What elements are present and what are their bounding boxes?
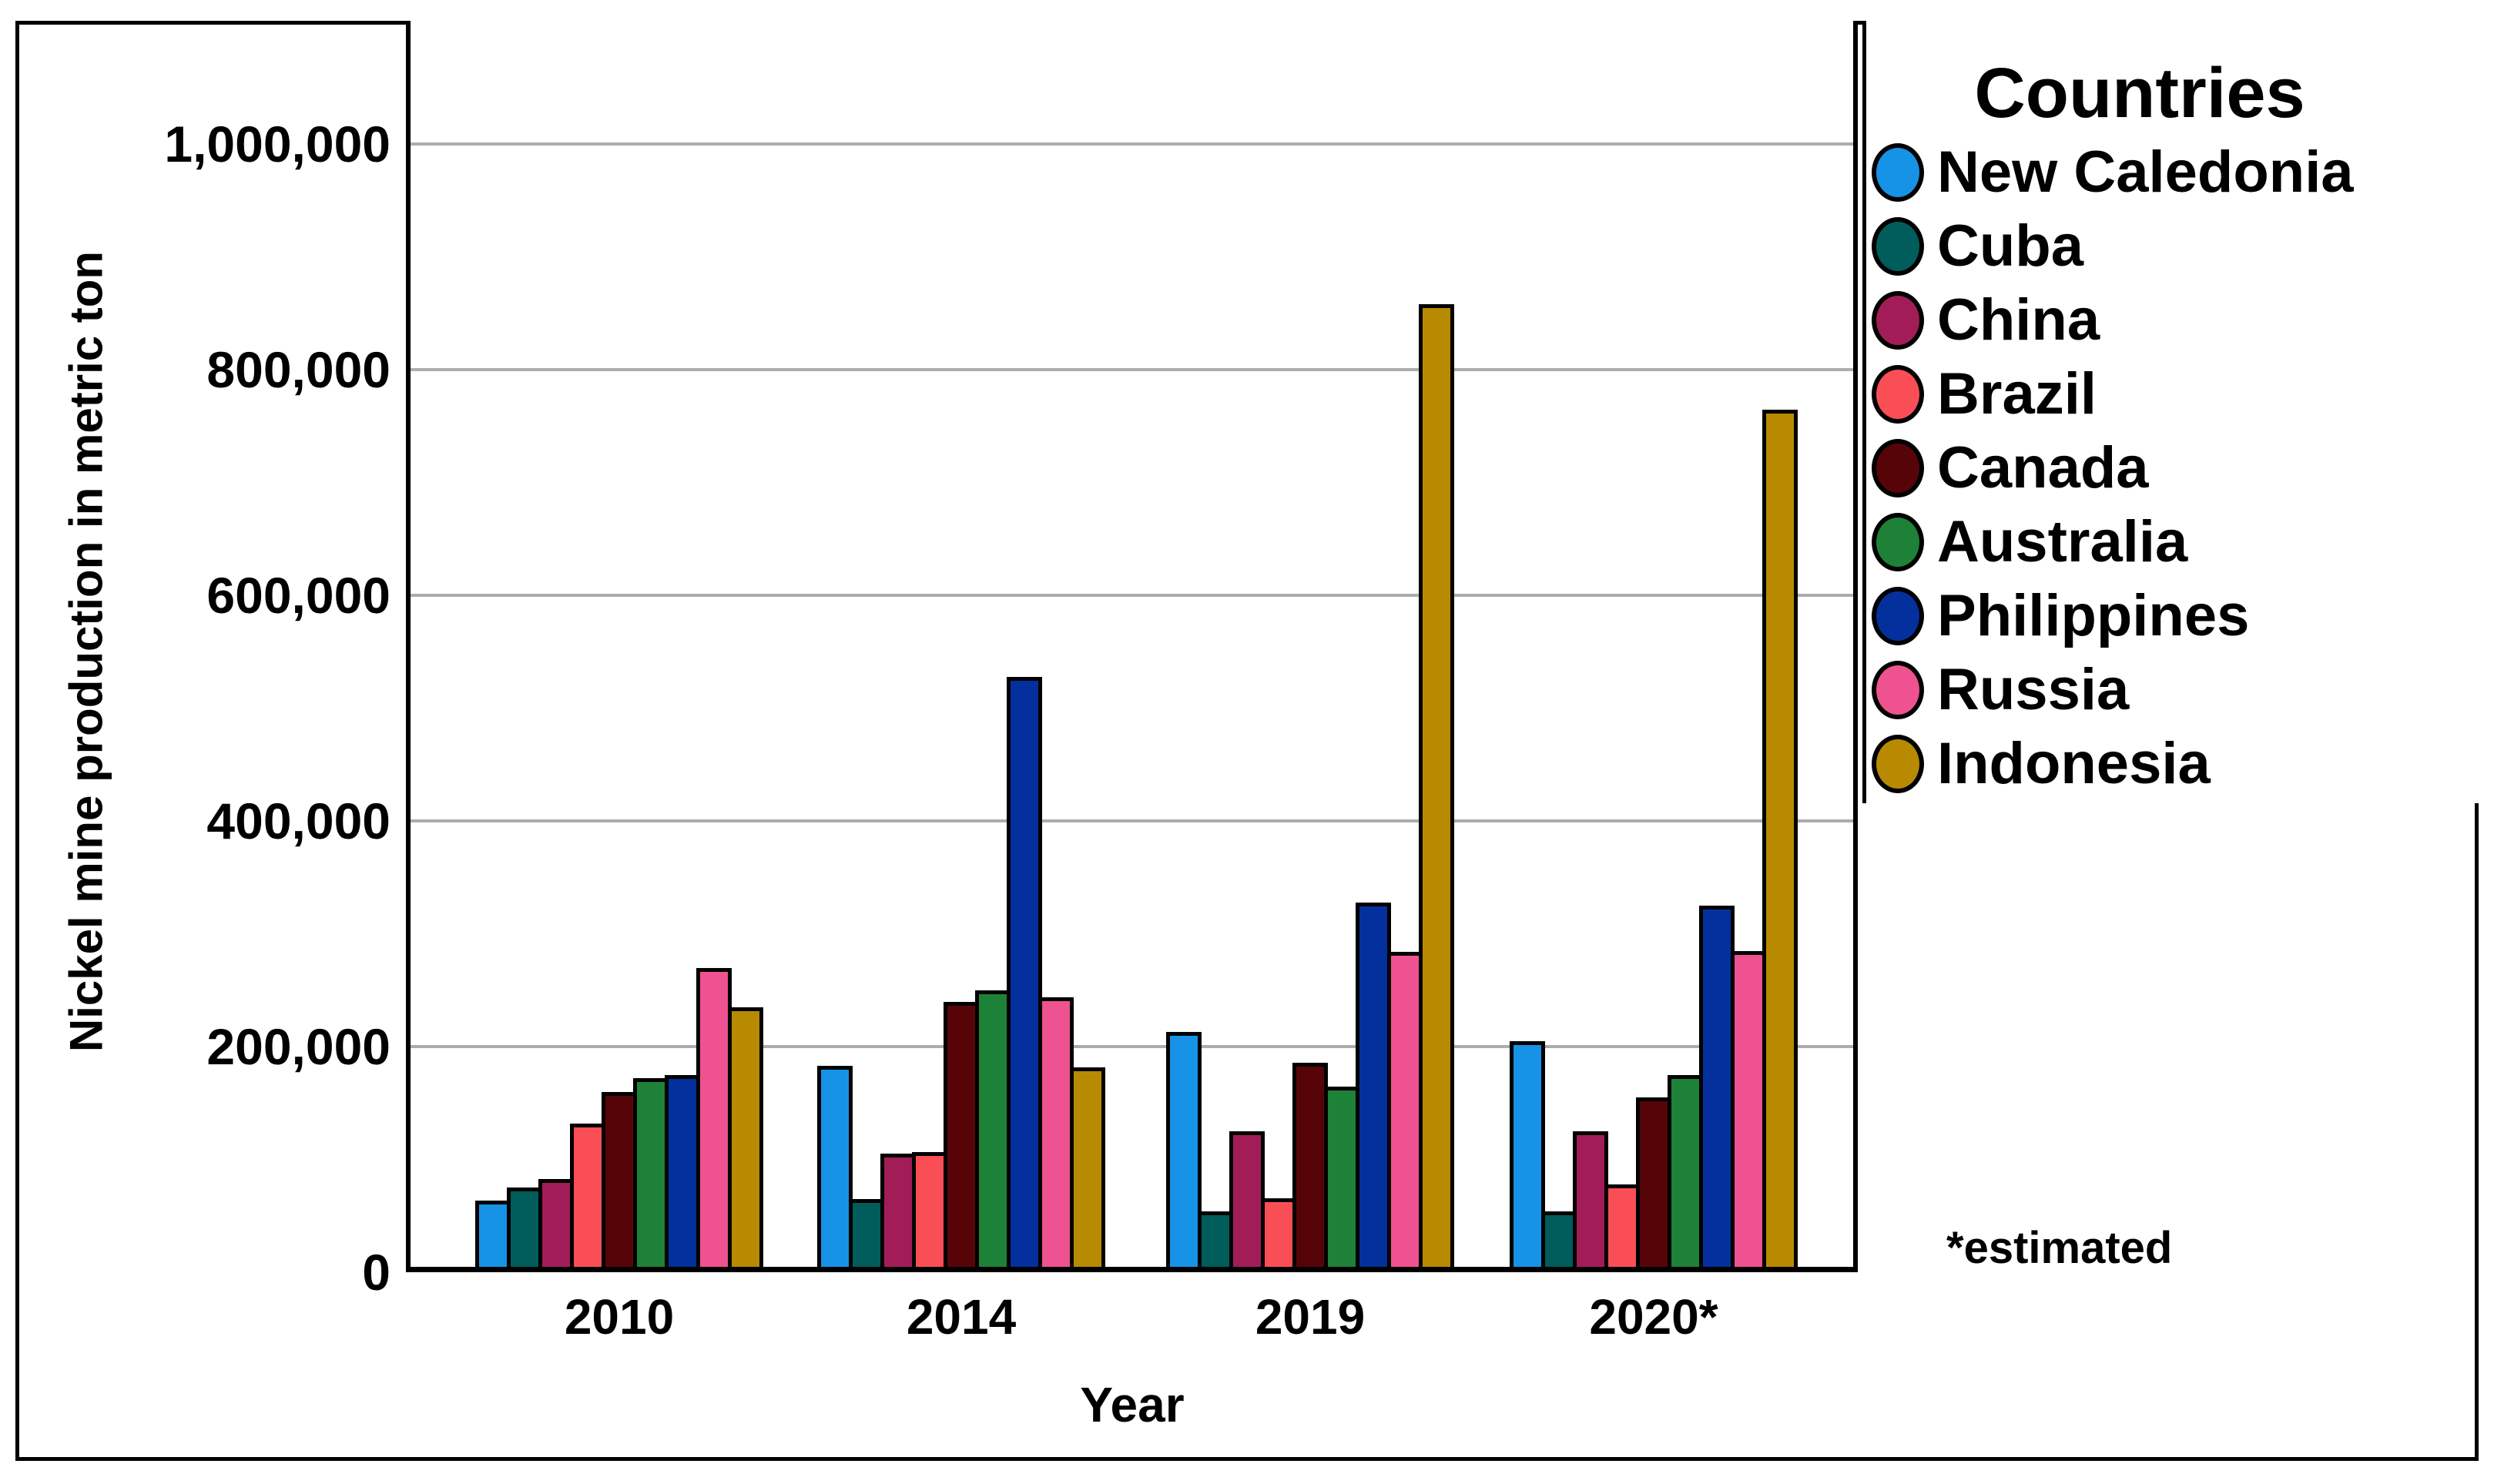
gridline-200,000 — [411, 1045, 1853, 1048]
legend-marker-icon — [1872, 291, 1924, 350]
bar-canada-2020 — [1636, 1097, 1671, 1267]
legend: Countries New Caledonia Cuba China Brazil Ca… — [1862, 21, 2479, 803]
legend-label: Australia — [1937, 509, 2188, 575]
bar-cuba-2019 — [1198, 1211, 1233, 1267]
legend-label: New Caledonia — [1937, 139, 2354, 205]
x-tick-label-2010: 2010 — [564, 1289, 675, 1345]
gridline-600,000 — [411, 594, 1853, 597]
bar-australia-2020 — [1668, 1075, 1703, 1267]
legend-label: Cuba — [1937, 213, 2083, 279]
bar-china-2014 — [880, 1154, 916, 1267]
bar-new-caledonia-2019 — [1166, 1032, 1202, 1267]
bar-russia-2010 — [696, 968, 732, 1267]
y-tick-label-800,000: 800,000 — [206, 341, 391, 398]
gridline-1,000,000 — [411, 142, 1853, 146]
legend-marker-icon — [1872, 513, 1924, 571]
legend-label: Philippines — [1937, 583, 2250, 648]
bar-russia-2020 — [1731, 951, 1766, 1267]
bar-cuba-2020 — [1541, 1211, 1577, 1267]
x-tick-label-2014: 2014 — [906, 1289, 1017, 1345]
legend-label: Indonesia — [1937, 731, 2211, 796]
legend-marker-icon — [1872, 587, 1924, 645]
legend-items: New Caledonia Cuba China Brazil Canada Austra… — [1872, 136, 2479, 801]
bar-russia-2019 — [1387, 952, 1423, 1267]
bar-cuba-2014 — [849, 1199, 884, 1267]
legend-label: Russia — [1937, 657, 2130, 722]
bar-philippines-2020 — [1699, 906, 1735, 1267]
x-tick-label-2020: 2020* — [1589, 1289, 1718, 1345]
bar-canada-2010 — [602, 1092, 637, 1267]
legend-label: China — [1937, 287, 2100, 353]
bar-china-2020 — [1573, 1131, 1608, 1267]
legend-marker-icon — [1872, 661, 1924, 719]
y-tick-label-0: 0 — [362, 1244, 391, 1301]
bar-russia-2014 — [1038, 997, 1074, 1267]
bar-philippines-2010 — [665, 1075, 700, 1267]
bar-new-caledonia-2020 — [1510, 1041, 1545, 1267]
bar-group-2020* — [1510, 21, 1802, 1267]
footnote-estimated: *estimated — [1946, 1223, 2173, 1273]
y-tick-label-1,000,000: 1,000,000 — [164, 116, 391, 173]
bar-group-2019 — [1166, 21, 1459, 1267]
bar-china-2019 — [1229, 1131, 1265, 1267]
legend-item-brazil: Brazil — [1872, 357, 2479, 431]
bar-indonesia-2014 — [1070, 1067, 1105, 1267]
bar-indonesia-2019 — [1419, 304, 1454, 1267]
legend-item-philippines: Philippines — [1872, 579, 2479, 653]
bar-brazil-2019 — [1261, 1198, 1296, 1267]
bar-group-2014 — [817, 21, 1110, 1267]
bar-indonesia-2020 — [1762, 410, 1798, 1267]
bar-cuba-2010 — [507, 1188, 542, 1267]
plot-area — [406, 21, 1858, 1272]
legend-item-russia: Russia — [1872, 653, 2479, 727]
legend-marker-icon — [1872, 143, 1924, 202]
y-tick-label-400,000: 400,000 — [206, 792, 391, 849]
legend-label: Brazil — [1937, 361, 2097, 427]
bar-brazil-2010 — [570, 1124, 605, 1267]
legend-title: Countries — [1974, 54, 2305, 132]
bar-china-2010 — [538, 1179, 574, 1267]
bar-new-caledonia-2010 — [475, 1201, 511, 1267]
legend-marker-icon — [1872, 217, 1924, 276]
bar-indonesia-2010 — [728, 1007, 763, 1267]
legend-item-indonesia: Indonesia — [1872, 727, 2479, 801]
legend-item-australia: Australia — [1872, 505, 2479, 579]
bar-australia-2019 — [1324, 1087, 1359, 1267]
bar-philippines-2019 — [1356, 903, 1391, 1267]
legend-marker-icon — [1872, 735, 1924, 793]
legend-item-canada: Canada — [1872, 431, 2479, 505]
bar-brazil-2014 — [912, 1152, 947, 1267]
legend-item-china: China — [1872, 283, 2479, 357]
legend-marker-icon — [1872, 365, 1924, 424]
gridline-400,000 — [411, 819, 1853, 822]
gridline-800,000 — [411, 368, 1853, 371]
x-axis-title: Year — [1080, 1377, 1185, 1432]
bar-new-caledonia-2014 — [817, 1066, 853, 1267]
legend-label: Canada — [1937, 435, 2149, 501]
x-tick-label-2019: 2019 — [1255, 1289, 1366, 1345]
bar-group-2010 — [475, 21, 768, 1267]
bar-canada-2019 — [1292, 1063, 1328, 1267]
bar-australia-2010 — [633, 1078, 669, 1267]
legend-item-new-caledonia: New Caledonia — [1872, 136, 2479, 209]
bar-philippines-2014 — [1007, 677, 1042, 1267]
bar-australia-2014 — [975, 990, 1011, 1267]
legend-item-cuba: Cuba — [1872, 209, 2479, 283]
y-tick-label-600,000: 600,000 — [206, 567, 391, 624]
legend-marker-icon — [1872, 439, 1924, 497]
bar-canada-2014 — [944, 1002, 979, 1267]
bar-brazil-2020 — [1604, 1184, 1640, 1267]
y-tick-label-200,000: 200,000 — [206, 1018, 391, 1075]
